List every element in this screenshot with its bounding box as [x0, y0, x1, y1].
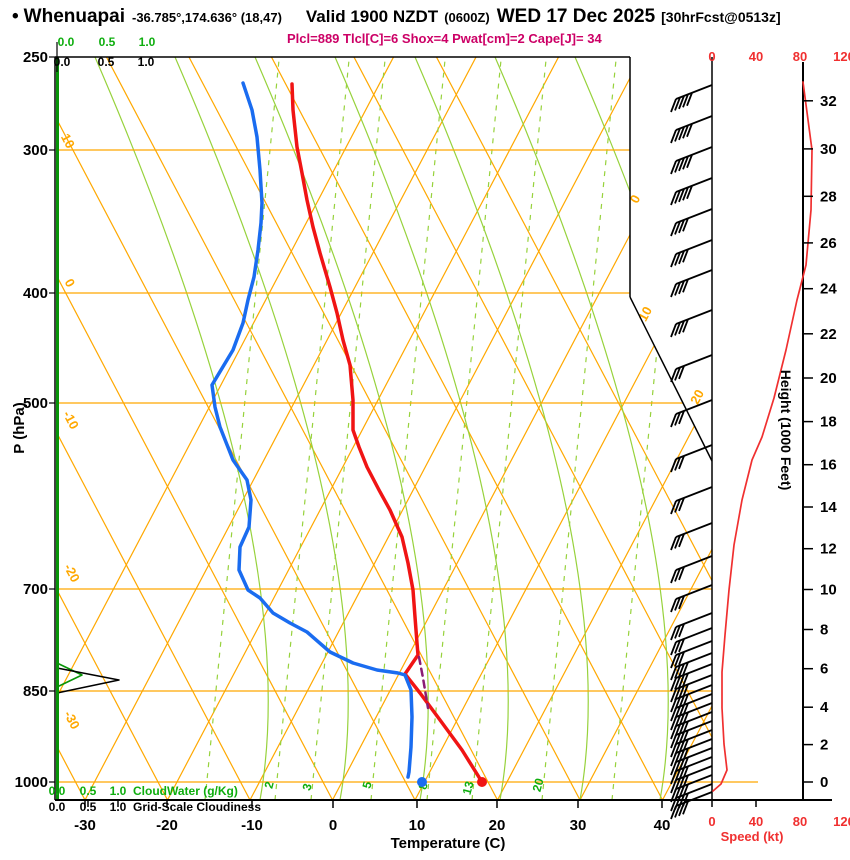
svg-text:-30: -30 [74, 817, 96, 834]
svg-text:-20: -20 [156, 817, 178, 834]
station-name: Whenuapai [23, 6, 125, 27]
svg-text:850: 850 [23, 683, 48, 700]
svg-text:80: 80 [793, 49, 807, 64]
svg-text:0.0: 0.0 [54, 55, 71, 69]
wind-barbs [670, 84, 713, 820]
svg-text:10: 10 [58, 131, 78, 151]
temperature-curve [290, 82, 484, 784]
svg-text:18: 18 [820, 414, 837, 431]
svg-text:500: 500 [23, 395, 48, 412]
svg-text:0.5: 0.5 [99, 35, 116, 49]
svg-text:Speed (kt): Speed (kt) [721, 829, 784, 844]
svg-text:1.0: 1.0 [110, 800, 127, 814]
sounding-curves [210, 81, 487, 787]
svg-text:120: 120 [833, 49, 850, 64]
svg-text:10: 10 [409, 817, 426, 834]
svg-text:8: 8 [820, 622, 828, 639]
svg-text:10: 10 [820, 582, 837, 599]
svg-text:40: 40 [749, 814, 763, 829]
svg-text:-30: -30 [61, 708, 83, 732]
svg-text:28: 28 [820, 188, 837, 205]
title-bar: • Whenuapai -36.785°,174.636° (18,47) Va… [12, 6, 781, 28]
svg-text:Temperature (C): Temperature (C) [391, 835, 506, 852]
svg-text:20: 20 [687, 387, 707, 407]
svg-text:14: 14 [820, 499, 837, 516]
svg-text:0: 0 [820, 774, 828, 791]
svg-text:120: 120 [833, 814, 850, 829]
svg-text:5: 5 [360, 780, 375, 790]
svg-text:0.5: 0.5 [98, 55, 115, 69]
svg-text:-20: -20 [61, 561, 83, 585]
svg-text:1.0: 1.0 [138, 55, 155, 69]
station-bullet-icon: • [12, 6, 19, 27]
stability-indices: Plcl=889 Tlcl[C]=6 Shox=4 Pwat[cm]=2 Cap… [287, 31, 602, 46]
svg-text:40: 40 [654, 817, 671, 834]
svg-text:24: 24 [820, 281, 837, 298]
svg-text:10: 10 [635, 304, 655, 324]
svg-text:20: 20 [820, 370, 837, 387]
svg-text:1.0: 1.0 [139, 35, 156, 49]
svg-text:-10: -10 [60, 408, 82, 432]
svg-text:30: 30 [570, 817, 587, 834]
svg-text:4: 4 [820, 699, 829, 716]
surface-dewpoint-dot [417, 777, 427, 787]
svg-text:0.5: 0.5 [80, 800, 97, 814]
svg-text:22: 22 [820, 326, 837, 343]
svg-text:2: 2 [262, 780, 277, 790]
svg-text:12: 12 [820, 541, 837, 558]
svg-text:0: 0 [708, 814, 715, 829]
svg-text:0: 0 [627, 192, 644, 205]
svg-text:CloudWater (g/Kg): CloudWater (g/Kg) [133, 784, 238, 798]
cloud-profiles [56, 57, 120, 800]
svg-text:0: 0 [329, 817, 337, 834]
svg-text:0.5: 0.5 [80, 784, 97, 798]
svg-text:80: 80 [793, 814, 807, 829]
valid-utc: (0600Z) [444, 10, 490, 25]
svg-text:20: 20 [530, 776, 547, 793]
svg-text:1.0: 1.0 [110, 784, 127, 798]
svg-text:P (hPa): P (hPa) [11, 402, 28, 453]
valid-time: Valid 1900 NZDT [305, 7, 439, 26]
station-coords: -36.785°,174.636° (18,47) [132, 10, 282, 25]
svg-text:400: 400 [23, 285, 48, 302]
svg-text:13: 13 [460, 779, 477, 796]
svg-text:30: 30 [820, 141, 837, 158]
speed-profile [712, 81, 813, 792]
svg-text:20: 20 [489, 817, 506, 834]
svg-text:16: 16 [820, 457, 837, 474]
svg-text:250: 250 [23, 49, 48, 66]
valid-date: WED 17 Dec 2025 [496, 6, 656, 27]
parcel-path [417, 655, 430, 710]
svg-text:0: 0 [62, 276, 79, 289]
svg-text:0.0: 0.0 [49, 800, 66, 814]
svg-text:1000: 1000 [15, 774, 48, 791]
svg-text:Height (1000 Feet): Height (1000 Feet) [778, 370, 794, 491]
plot-frame [54, 42, 832, 807]
svg-text:40: 40 [749, 49, 763, 64]
dewpoint-curve [210, 81, 414, 779]
svg-text:300: 300 [23, 142, 48, 159]
svg-text:700: 700 [23, 581, 48, 598]
svg-text:3: 3 [300, 782, 315, 792]
svg-text:Grid-Scale Cloudiness: Grid-Scale Cloudiness [133, 800, 261, 814]
svg-text:-10: -10 [241, 817, 263, 834]
svg-text:0: 0 [708, 49, 715, 64]
surface-temperature-dot [477, 777, 487, 787]
isobar-lines [57, 149, 758, 783]
svg-text:0.0: 0.0 [49, 784, 66, 798]
svg-text:0.0: 0.0 [58, 35, 75, 49]
svg-text:32: 32 [820, 93, 837, 110]
svg-text:2: 2 [820, 737, 828, 754]
svg-text:26: 26 [820, 235, 837, 252]
forecast-tag: [30hrFcst@0513z] [661, 9, 781, 25]
svg-text:6: 6 [820, 661, 828, 678]
